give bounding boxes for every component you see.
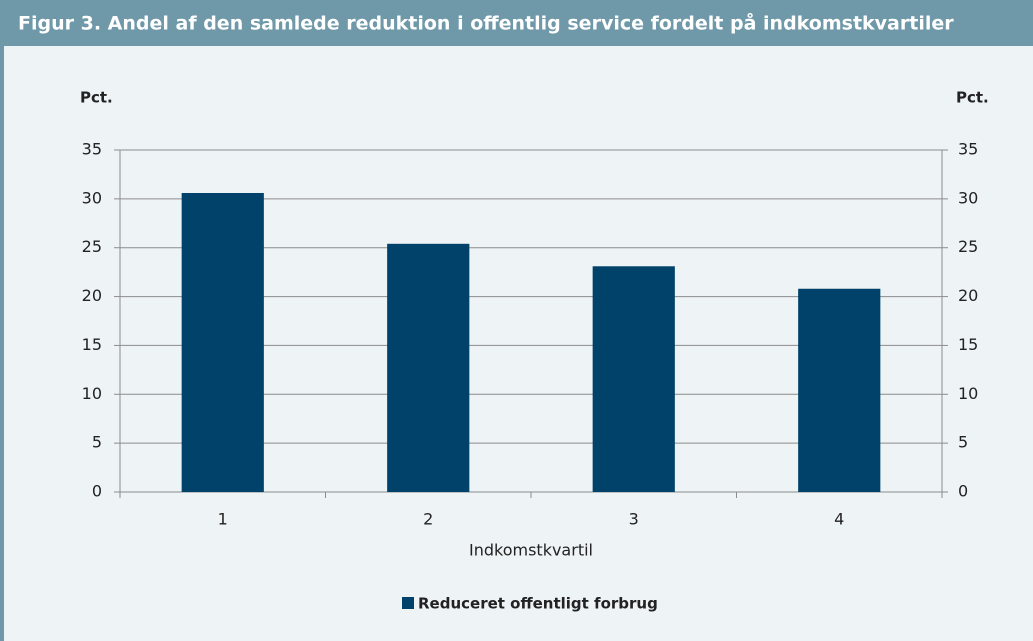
- header-bar: [0, 0, 1033, 46]
- y-tick-label: 5: [92, 433, 102, 452]
- y-tick-label: 20: [82, 286, 102, 305]
- left-border: [0, 46, 4, 641]
- y2-tick-label: 15: [958, 335, 978, 354]
- legend-swatch: [402, 597, 414, 609]
- bar: [798, 288, 881, 492]
- y2-tick-label: 0: [958, 482, 968, 501]
- y-tick-label: 35: [82, 140, 102, 159]
- legend-label: Reduceret offentligt forbrug: [418, 595, 658, 613]
- y2-tick-label: 25: [958, 237, 978, 256]
- x-axis-label: Indkomstkvartil: [469, 541, 593, 560]
- y2-tick-label: 10: [958, 384, 978, 403]
- y2-tick-label: 20: [958, 286, 978, 305]
- y-tick-label: 10: [82, 384, 102, 403]
- y-axis-label: Pct.: [80, 89, 113, 107]
- y2-axis-label: Pct.: [956, 89, 989, 107]
- y-tick-label: 30: [82, 188, 102, 207]
- bar: [181, 192, 264, 492]
- x-tick-label: 2: [423, 510, 433, 529]
- bar: [592, 266, 675, 492]
- bar: [387, 243, 470, 492]
- x-tick-label: 1: [218, 510, 228, 529]
- x-tick-label: 3: [629, 510, 639, 529]
- x-tick-label: 4: [834, 510, 844, 529]
- chart-title: Figur 3. Andel af den samlede reduktion …: [18, 11, 954, 35]
- y2-tick-label: 30: [958, 188, 978, 207]
- y-tick-label: 0: [92, 482, 102, 501]
- y-tick-label: 15: [82, 335, 102, 354]
- y2-tick-label: 5: [958, 433, 968, 452]
- y2-tick-label: 35: [958, 140, 978, 159]
- y-tick-label: 25: [82, 237, 102, 256]
